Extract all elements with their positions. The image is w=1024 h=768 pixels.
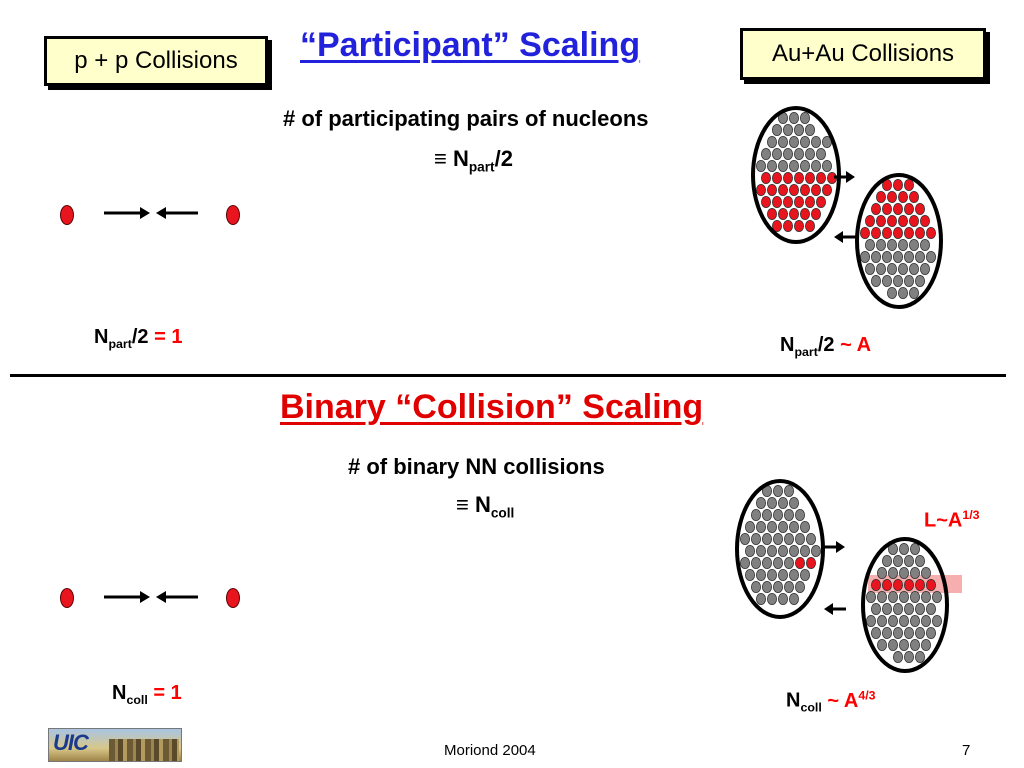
- proton-right: [226, 205, 240, 225]
- participant-scaling-title: “Participant” Scaling: [300, 26, 641, 64]
- proton-right-bottom: [226, 588, 240, 608]
- skyline-shape: [109, 739, 179, 761]
- nucleus-arrows-bottom: [824, 541, 846, 615]
- au-ncoll-label: Ncoll ~ A4/3: [786, 688, 876, 715]
- pp-ncoll-label: Ncoll = 1: [112, 682, 182, 707]
- nucleus-arrows-top: [834, 171, 856, 243]
- arrows-bottom: [104, 591, 198, 603]
- page-number: 7: [962, 742, 971, 759]
- pp-collisions-box: p + p Collisions: [44, 36, 268, 86]
- gold-nucleus-bottom-right: [861, 537, 962, 673]
- proton-left-bottom: [60, 588, 74, 608]
- arrows-top: [104, 207, 198, 219]
- auau-collisions-box: Au+Au Collisions: [740, 28, 986, 80]
- npart-definition: ≡ Npart/2: [434, 146, 513, 175]
- section-divider: [10, 374, 1006, 377]
- uic-logo-text: UIC: [53, 730, 89, 755]
- footer-center-text: Moriond 2004: [444, 742, 536, 759]
- uic-logo: UIC: [48, 728, 182, 762]
- gold-nucleus-bottom-left: [735, 479, 825, 619]
- gold-nucleus-top-right: [855, 173, 943, 309]
- participating-pairs-text: # of participating pairs of nucleons: [283, 106, 649, 131]
- binary-collision-scaling-title: Binary “Collision” Scaling: [280, 388, 704, 426]
- length-scaling-label: L~A1/3: [924, 508, 980, 532]
- pp-collisions-label: p + p Collisions: [74, 47, 238, 74]
- ncoll-definition: ≡ Ncoll: [456, 492, 515, 521]
- binary-collisions-text: # of binary NN collisions: [348, 454, 605, 479]
- au-npart-label: Npart/2 ~ A: [780, 334, 872, 359]
- pp-npart-label: Npart/2 = 1: [94, 326, 183, 351]
- auau-collisions-label: Au+Au Collisions: [771, 40, 955, 67]
- proton-left: [60, 205, 74, 225]
- gold-nucleus-top-left: [751, 106, 841, 244]
